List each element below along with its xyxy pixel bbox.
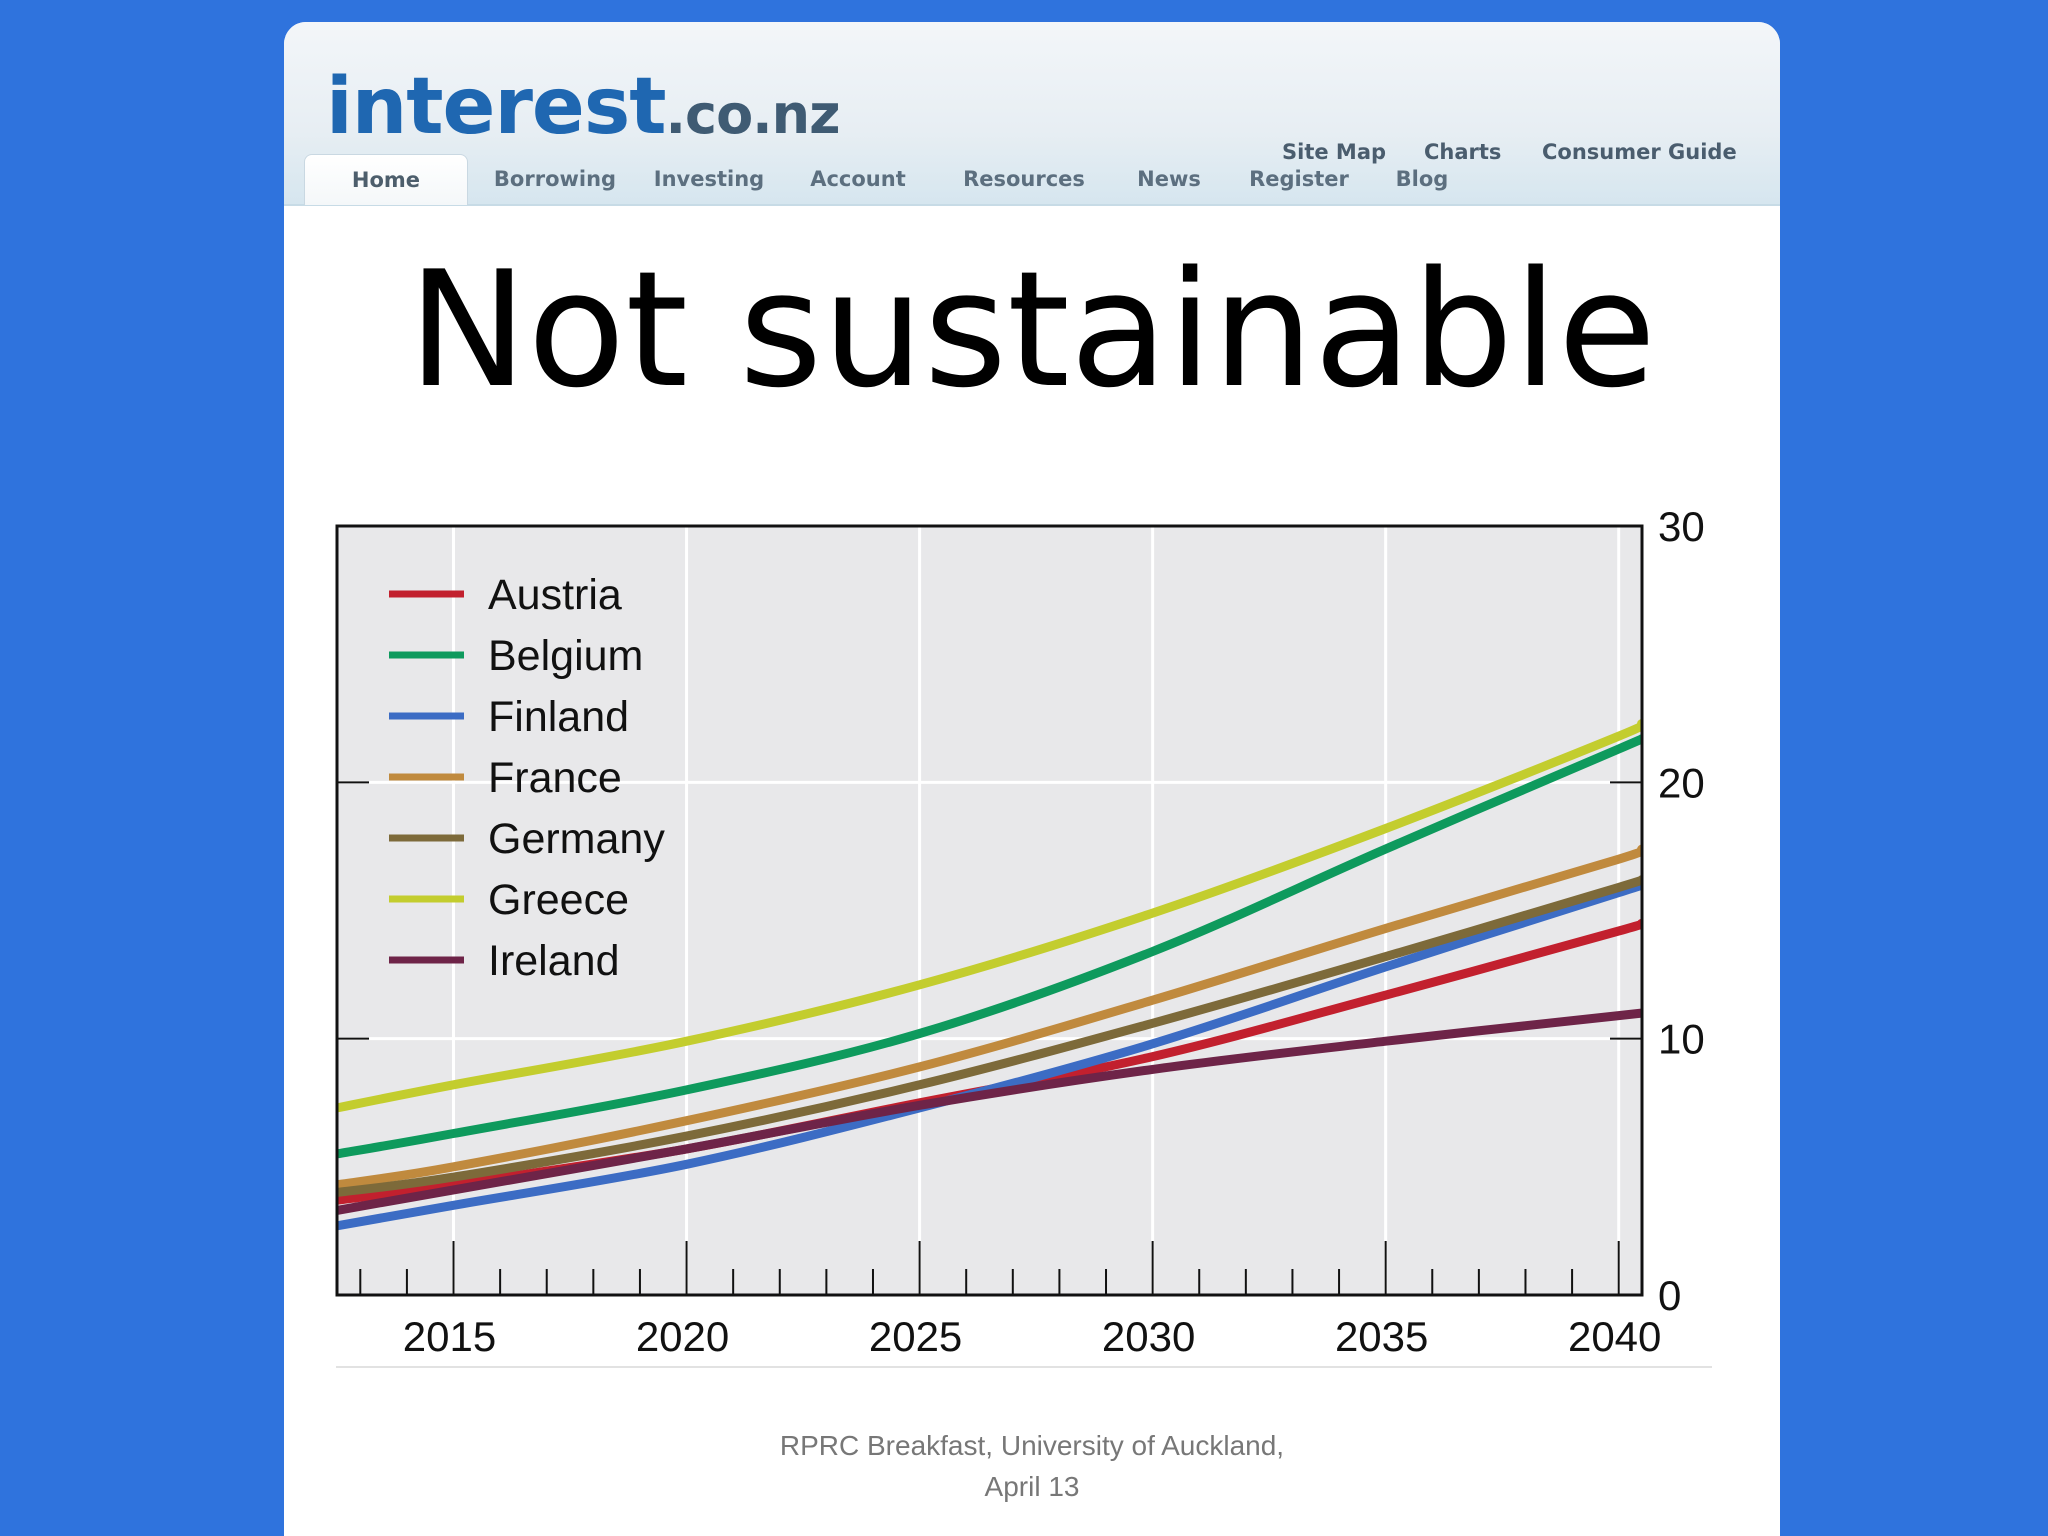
consumer-guide-link[interactable]: Consumer Guide <box>1542 140 1737 164</box>
legend-label-belgium: Belgium <box>488 632 643 680</box>
y-tick-label: 0 <box>1658 1272 1681 1319</box>
nav-register[interactable]: Register <box>1249 167 1349 191</box>
nav-home[interactable]: Home <box>304 154 468 205</box>
site-logo[interactable]: interest.co.nz <box>326 68 841 146</box>
nav-account[interactable]: Account <box>810 167 906 191</box>
site-header: interest.co.nz Site Map Charts Consumer … <box>284 22 1780 206</box>
series-line-ireland <box>337 1008 1642 1215</box>
x-tick-label: 2035 <box>1335 1313 1428 1360</box>
charts-link[interactable]: Charts <box>1424 140 1502 164</box>
x-tick-label: 2015 <box>403 1313 496 1360</box>
x-tick-label: 2040 <box>1568 1313 1661 1360</box>
logo-main: interest <box>326 62 667 152</box>
nav-investing[interactable]: Investing <box>653 167 765 191</box>
nav-borrowing[interactable]: Borrowing <box>493 167 617 191</box>
y-tick-label: 20 <box>1658 759 1705 806</box>
plot-frame <box>335 524 1644 1297</box>
divider <box>336 1366 1712 1368</box>
nav-resources[interactable]: Resources <box>963 167 1085 191</box>
site-map-link[interactable]: Site Map <box>1282 140 1387 164</box>
y-tick-label: 30 <box>1658 503 1705 550</box>
legend-label-germany: Germany <box>488 815 665 863</box>
legend-label-ireland: Ireland <box>488 937 619 985</box>
footer-line-1: RPRC Breakfast, University of Auckland, <box>779 1430 1285 1461</box>
legend-label-finland: Finland <box>488 693 629 741</box>
nav-blog[interactable]: Blog <box>1395 167 1449 191</box>
series-line-france <box>337 844 1642 1190</box>
main-nav: Home Borrowing Investing Account Resourc… <box>304 154 1764 205</box>
legend-label-austria: Austria <box>488 571 622 619</box>
footer-line-2: April 13 <box>984 1470 1080 1502</box>
slide: interest.co.nz Site Map Charts Consumer … <box>284 22 1780 1536</box>
slide-title: Not sustainable <box>407 236 1657 423</box>
x-tick-label: 2025 <box>869 1313 962 1360</box>
y-tick-label: 10 <box>1658 1016 1705 1063</box>
x-tick-label: 2030 <box>1102 1313 1195 1360</box>
series-line-finland <box>337 880 1642 1231</box>
series-line-greece <box>337 718 1642 1113</box>
logo-tld: .co.nz <box>665 83 841 146</box>
x-tick-label: 2020 <box>636 1313 729 1360</box>
legend-label-france: France <box>488 754 622 802</box>
series-line-germany <box>337 875 1642 1197</box>
nav-news[interactable]: News <box>1137 167 1201 191</box>
legend-label-greece: Greece <box>488 876 629 924</box>
series-line-belgium <box>337 733 1642 1159</box>
slide-footer: RPRC Breakfast, University of Auckland, … <box>732 1426 1332 1507</box>
